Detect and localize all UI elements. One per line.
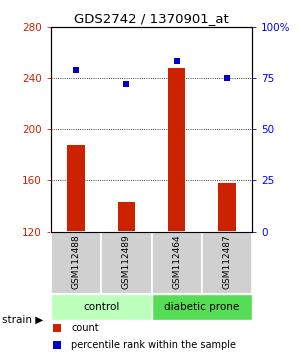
Text: GSM112489: GSM112489 — [122, 234, 131, 289]
Bar — [67, 144, 85, 232]
Bar — [118, 202, 135, 232]
Bar — [101, 232, 152, 294]
Text: control: control — [83, 302, 119, 312]
Title: GDS2742 / 1370901_at: GDS2742 / 1370901_at — [74, 12, 229, 25]
Text: diabetic prone: diabetic prone — [164, 302, 239, 312]
Bar — [152, 232, 202, 294]
Text: count: count — [71, 323, 99, 333]
Text: strain ▶: strain ▶ — [2, 314, 43, 324]
Text: GSM112464: GSM112464 — [172, 234, 181, 289]
Text: GSM112488: GSM112488 — [72, 234, 81, 289]
Bar — [51, 232, 101, 294]
Bar — [51, 294, 152, 320]
Bar — [152, 294, 252, 320]
Bar — [218, 183, 236, 232]
Bar — [168, 68, 185, 232]
Bar — [202, 232, 252, 294]
Text: percentile rank within the sample: percentile rank within the sample — [71, 340, 236, 350]
Text: GSM112487: GSM112487 — [222, 234, 231, 289]
